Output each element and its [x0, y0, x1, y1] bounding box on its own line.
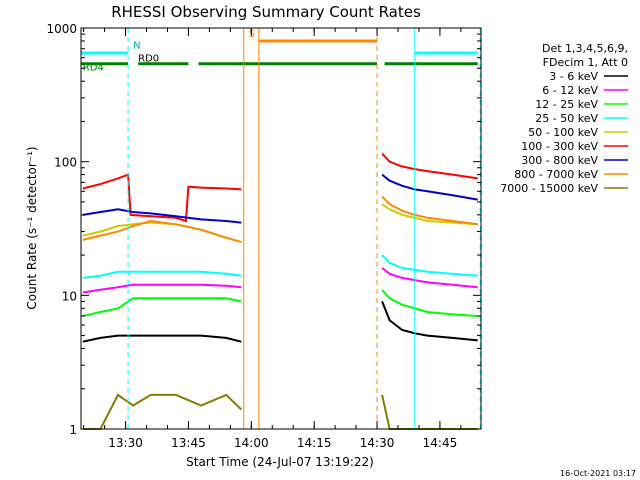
series-line-8-1	[381, 394, 478, 430]
flag-label-3: S	[249, 29, 255, 40]
y-tick-label-2: 100	[54, 156, 77, 170]
legend-label-8: 7000 - 15000 keV	[500, 182, 598, 195]
timestamp: 16-Oct-2021 03:17	[560, 469, 636, 478]
legend-header-1: FDecim 1, Att 0	[543, 56, 628, 69]
series-line-7-0	[82, 219, 242, 244]
y-axis-label: Count Rate (s⁻¹ detector⁻¹)	[25, 146, 39, 309]
legend-label-7: 800 - 7000 keV	[514, 168, 598, 181]
x-tick-label-3: 14:15	[297, 436, 332, 450]
series-line-3-0	[82, 270, 242, 279]
series-line-2-0	[82, 297, 242, 317]
y-axis: 1 10 100 1000	[46, 22, 481, 437]
series-line-2-1	[381, 289, 478, 317]
series-line-4-0	[82, 221, 242, 244]
series-line-3-1	[381, 254, 478, 277]
legend-label-5: 100 - 300 keV	[521, 140, 598, 153]
legend-label-2: 12 - 25 keV	[535, 98, 598, 111]
series-line-0-0	[82, 334, 242, 343]
series-line-6-1	[381, 173, 478, 201]
flag-label-0: N	[133, 41, 140, 52]
series-line-8-0	[82, 393, 242, 430]
x-tick-label-0: 13:30	[108, 436, 143, 450]
legend: Det 1,3,4,5,6,9,FDecim 1, Att 03 - 6 keV…	[500, 42, 628, 195]
legend-label-3: 25 - 50 keV	[535, 112, 598, 125]
y-tick-label-0: 1	[69, 423, 77, 437]
x-axis-label: Start Time (24-Jul-07 13:19:22)	[186, 455, 374, 469]
x-tick-label-4: 14:30	[360, 436, 395, 450]
legend-label-4: 50 - 100 keV	[528, 126, 598, 139]
chart-title: RHESSI Observing Summary Count Rates	[111, 3, 421, 21]
legend-label-6: 300 - 800 keV	[521, 154, 598, 167]
x-axis: 13:30 13:45 14:00 14:15 14:30 14:45	[83, 28, 462, 450]
series-line-1-1	[381, 267, 478, 289]
x-tick-label-2: 14:00	[234, 436, 269, 450]
series-line-5-0	[82, 173, 242, 223]
y-tick-label-1: 10	[62, 289, 77, 303]
x-tick-label-5: 14:45	[423, 436, 458, 450]
legend-label-0: 3 - 6 keV	[549, 70, 598, 83]
series-line-1-0	[82, 283, 242, 294]
plot-frame	[80, 27, 482, 430]
flag-label-1: RD0	[138, 54, 159, 65]
plot-area: N RD0 RD4 S	[81, 28, 481, 430]
series-line-6-0	[82, 208, 242, 224]
legend-header-0: Det 1,3,4,5,6,9,	[542, 42, 628, 55]
x-tick-label-1: 13:45	[171, 436, 206, 450]
legend-label-1: 6 - 12 keV	[542, 84, 598, 97]
series-line-7-1	[381, 195, 478, 226]
series-line-5-1	[381, 152, 478, 180]
y-tick-label-3: 1000	[46, 22, 77, 36]
flag-label-2: RD4	[83, 63, 104, 74]
series-line-0-1	[381, 301, 478, 342]
